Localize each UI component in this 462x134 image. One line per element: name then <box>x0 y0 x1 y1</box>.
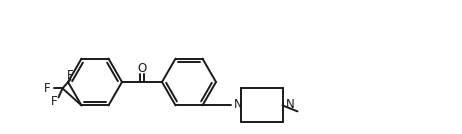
Text: N: N <box>286 98 294 111</box>
Text: O: O <box>137 62 146 75</box>
Text: F: F <box>51 95 58 108</box>
Text: N: N <box>233 98 242 111</box>
Text: F: F <box>67 69 74 82</box>
Text: F: F <box>44 82 51 95</box>
